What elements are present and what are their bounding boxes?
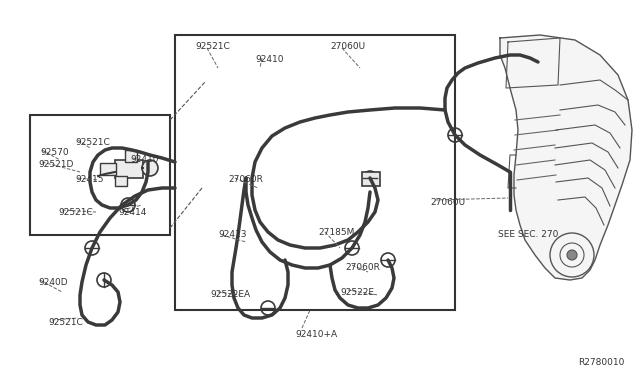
Bar <box>115 160 143 178</box>
Text: 27060U: 27060U <box>330 42 365 51</box>
Bar <box>100 163 116 175</box>
Bar <box>30 115 170 235</box>
Text: 27060R: 27060R <box>345 263 380 272</box>
Bar <box>362 172 380 186</box>
Text: SEE SEC. 270: SEE SEC. 270 <box>498 230 558 239</box>
Text: 92570: 92570 <box>40 148 68 157</box>
Text: 27060U: 27060U <box>430 198 465 207</box>
Text: 92521D: 92521D <box>38 160 74 169</box>
Text: 92414: 92414 <box>118 208 147 217</box>
Text: 92521C: 92521C <box>58 208 93 217</box>
Text: 27060R: 27060R <box>228 175 263 184</box>
Text: 92410+A: 92410+A <box>295 330 337 339</box>
Text: 27185M: 27185M <box>318 228 355 237</box>
Text: 92521C: 92521C <box>75 138 109 147</box>
Text: 92522E: 92522E <box>340 288 374 297</box>
Text: 92521C: 92521C <box>48 318 83 327</box>
Text: 92413: 92413 <box>218 230 246 239</box>
Text: 92521C: 92521C <box>195 42 230 51</box>
Text: 92410: 92410 <box>255 55 284 64</box>
Bar <box>115 176 127 186</box>
Text: 92410: 92410 <box>130 155 159 164</box>
Circle shape <box>142 160 158 176</box>
Bar <box>175 35 455 310</box>
Text: R2780010: R2780010 <box>578 358 625 367</box>
Bar <box>125 150 137 162</box>
Text: 9240D: 9240D <box>38 278 68 287</box>
Text: 92522EA: 92522EA <box>210 290 250 299</box>
Text: 92415: 92415 <box>75 175 104 184</box>
Circle shape <box>567 250 577 260</box>
Polygon shape <box>500 35 632 280</box>
